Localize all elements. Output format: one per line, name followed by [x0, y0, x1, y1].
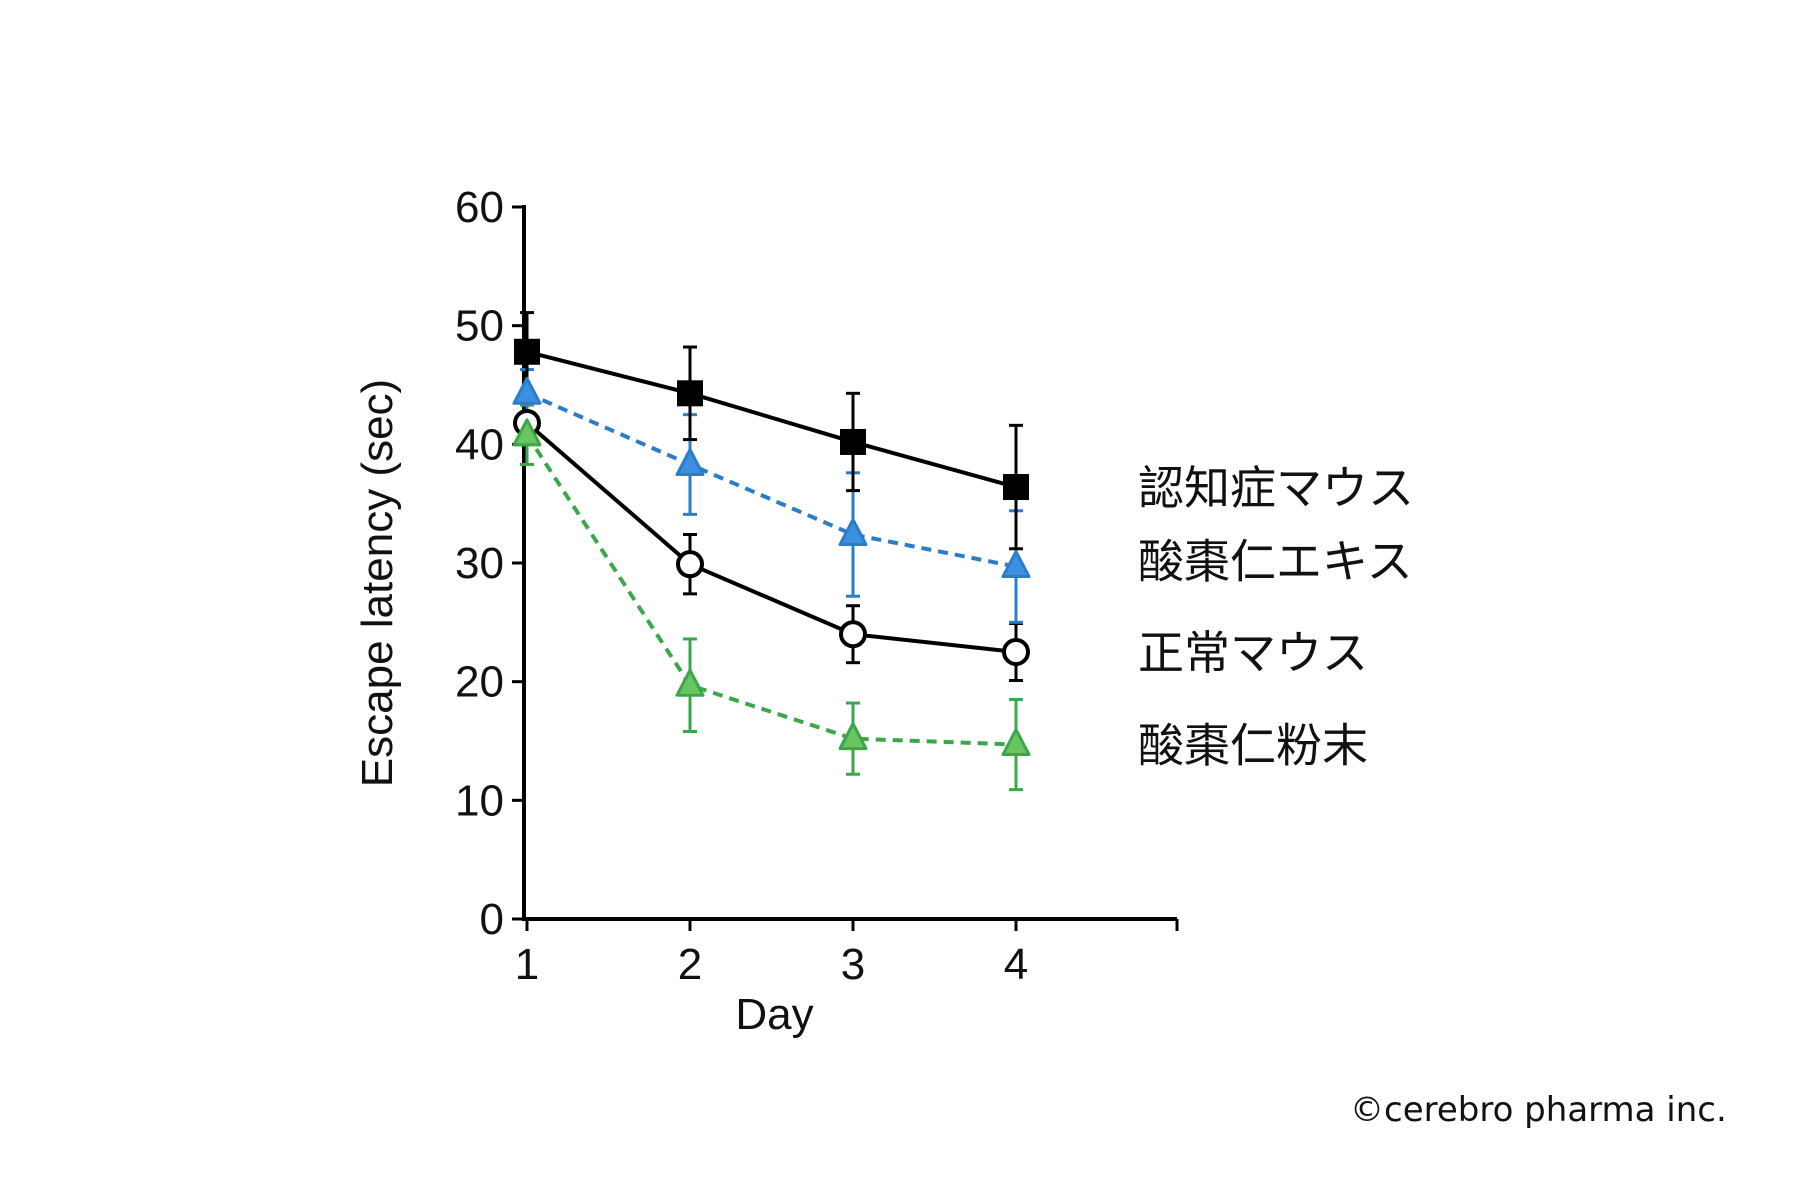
- y-tick-label: 20: [455, 658, 504, 707]
- x-tick-label: 3: [841, 940, 865, 989]
- legend-label-1: 認知症マウス: [1138, 461, 1414, 515]
- data-point: [514, 338, 540, 365]
- data-point: [1002, 638, 1030, 666]
- data-point: [677, 380, 703, 407]
- series-2: [520, 368, 1023, 624]
- series-layer: [512, 311, 1031, 792]
- data-point: [676, 550, 704, 579]
- data-point: [1001, 728, 1031, 757]
- data-point: [675, 668, 705, 697]
- y-tick-label: 50: [455, 302, 504, 351]
- series-line: [525, 433, 1017, 747]
- legend-label-3: 正常マウス: [1138, 626, 1368, 680]
- tick-group: 0 10 20 30 40 50 60 1 2 3 4: [455, 183, 1179, 989]
- data-point: [840, 428, 866, 455]
- series-4-markers: [512, 418, 1031, 757]
- x-tick-label: 2: [678, 940, 702, 989]
- data-point: [838, 722, 868, 751]
- data-point: [1003, 474, 1029, 501]
- x-axis-title: Day: [735, 990, 813, 1039]
- copyright-notice: ©cerebro pharma inc.: [1350, 1090, 1727, 1130]
- series-line: [526, 349, 1017, 489]
- series-1-markers: [514, 338, 1029, 501]
- series-2-markers: [512, 376, 1031, 579]
- legend-label-2: 酸棗仁エキス: [1138, 535, 1413, 589]
- legend-label-4: 酸棗仁粉末: [1138, 719, 1368, 773]
- data-point: [839, 620, 867, 649]
- data-point: [675, 448, 705, 477]
- y-tick-label: 30: [455, 539, 504, 588]
- series-line: [525, 421, 1017, 654]
- y-axis-title: Escape latency (sec): [353, 379, 402, 787]
- series-1: [520, 311, 1023, 551]
- data-point: [512, 418, 542, 447]
- y-tick-label: 0: [480, 895, 504, 944]
- data-point: [512, 376, 542, 405]
- data-point: [1001, 550, 1031, 579]
- x-tick-label: 1: [515, 940, 539, 989]
- series-line: [526, 391, 1017, 569]
- data-point: [838, 518, 868, 547]
- y-tick-label: 10: [455, 776, 504, 825]
- axes: [522, 205, 1177, 921]
- y-tick-label: 40: [455, 420, 504, 469]
- y-tick-label: 60: [455, 183, 504, 232]
- x-tick-label: 4: [1004, 940, 1028, 989]
